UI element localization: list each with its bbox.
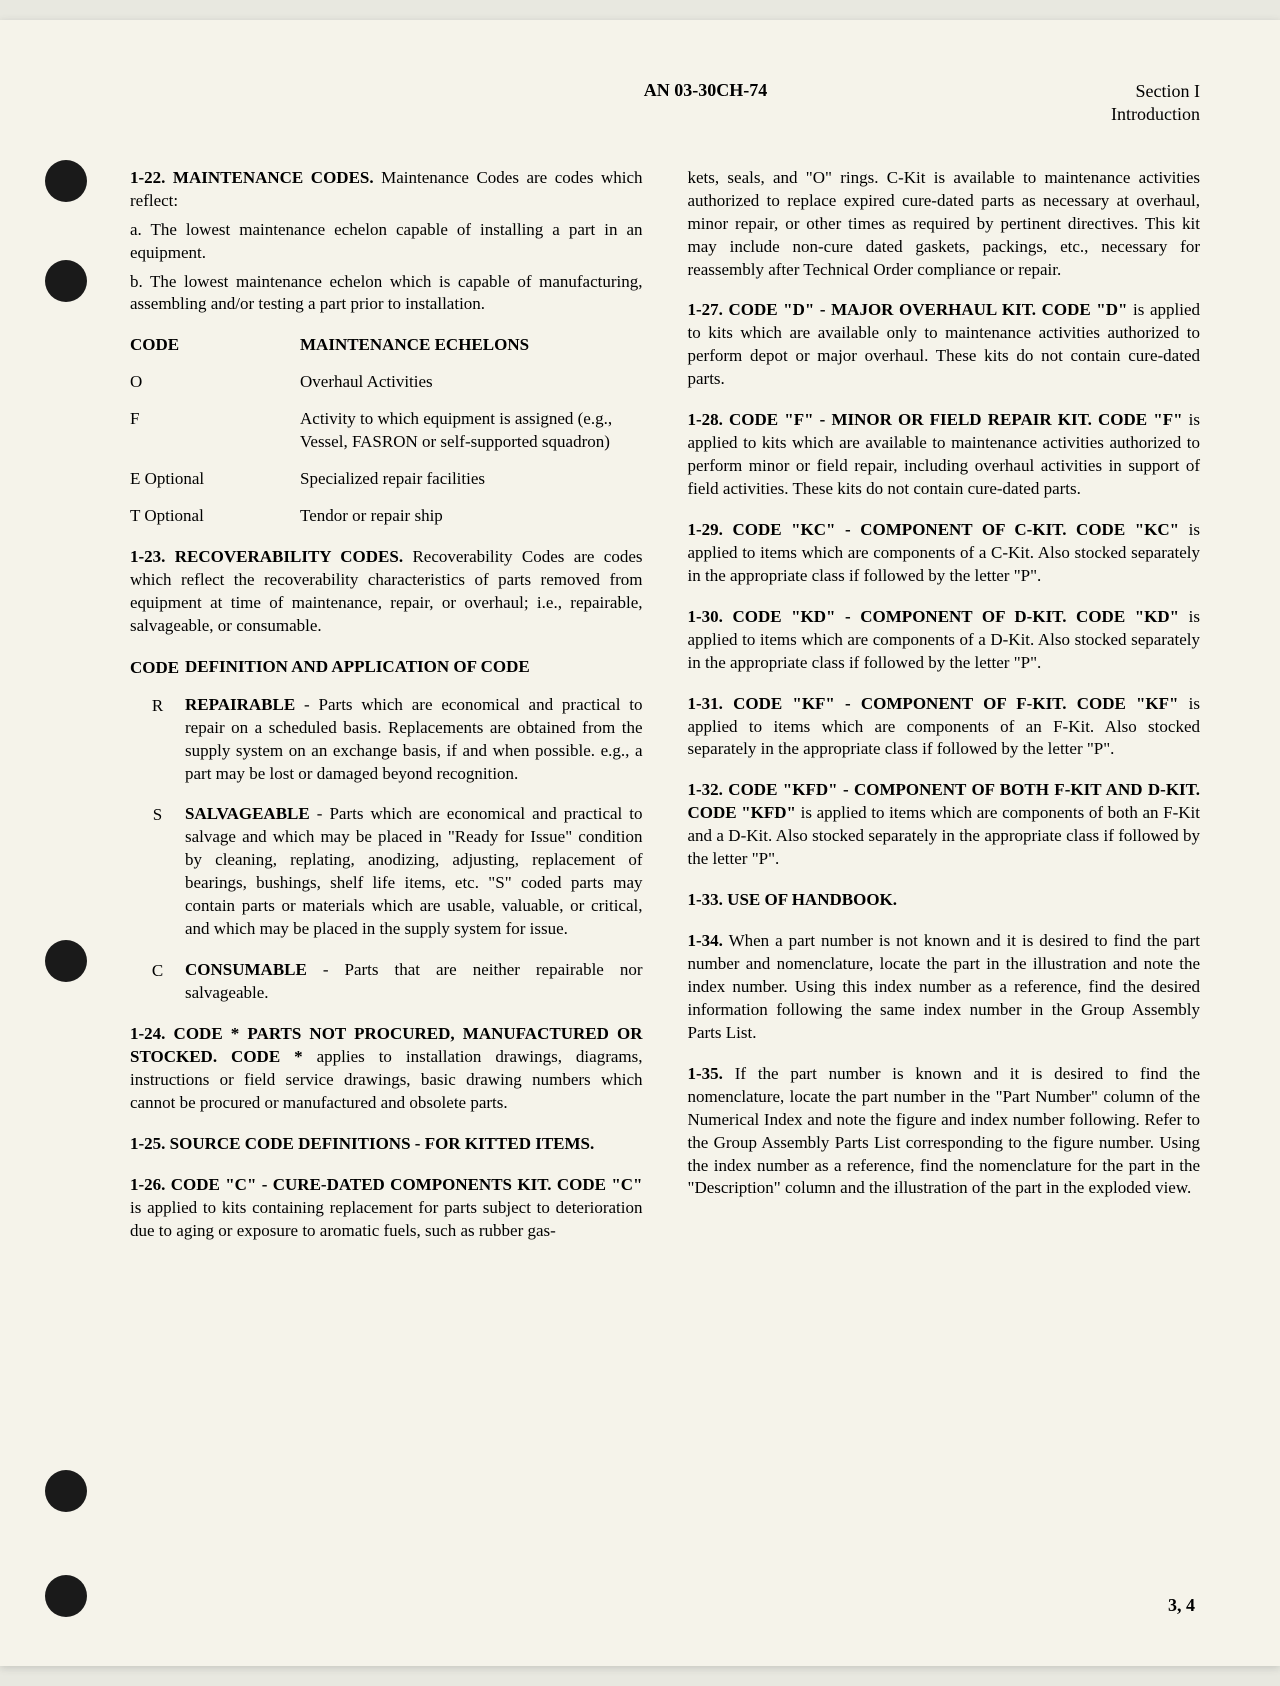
code-value: T Optional bbox=[130, 505, 300, 528]
punch-hole bbox=[45, 1575, 87, 1617]
paragraph-1-26: 1-26. CODE "C" - CURE-DATED COMPONENTS K… bbox=[130, 1174, 643, 1243]
def-term: SALVAGEABLE bbox=[185, 804, 310, 823]
paragraph-head: 1-30. CODE "KD" - COMPONENT OF D-KIT. CO… bbox=[688, 607, 1180, 626]
code-row: F Activity to which equipment is assigne… bbox=[130, 408, 643, 454]
code-value: F bbox=[130, 408, 300, 454]
paragraph-1-26-continued: kets, seals, and "O" rings. C-Kit is ava… bbox=[688, 167, 1201, 282]
paragraph-head: 1-25. SOURCE CODE DEFINITIONS - FOR KITT… bbox=[130, 1133, 643, 1156]
def-text: CONSUMABLE - Parts that are neither repa… bbox=[185, 959, 643, 1005]
paragraph-1-29: 1-29. CODE "KC" - COMPONENT OF C-KIT. CO… bbox=[688, 519, 1201, 588]
page-header: AN 03-30CH-74 Section I Introduction bbox=[130, 80, 1200, 127]
def-code: C bbox=[130, 959, 185, 1005]
punch-hole bbox=[45, 1470, 87, 1512]
section-title: Section I bbox=[1111, 80, 1200, 103]
right-column: kets, seals, and "O" rings. C-Kit is ava… bbox=[688, 167, 1201, 1243]
paragraph-1-33: 1-33. USE OF HANDBOOK. bbox=[688, 889, 1201, 912]
paragraph-1-23: 1-23. RECOVERABILITY CODES. Recoverabili… bbox=[130, 546, 643, 638]
left-column: 1-22. MAINTENANCE CODES. Maintenance Cod… bbox=[130, 167, 643, 1243]
punch-hole bbox=[45, 260, 87, 302]
code-row: E Optional Specialized repair facilities bbox=[130, 468, 643, 491]
document-page: AN 03-30CH-74 Section I Introduction 1-2… bbox=[0, 20, 1280, 1666]
code-table-header: CODE MAINTENANCE ECHELONS bbox=[130, 334, 643, 357]
paragraph-head: 1-29. CODE "KC" - COMPONENT OF C-KIT. CO… bbox=[688, 520, 1180, 539]
def-text: SALVAGEABLE - Parts which are economical… bbox=[185, 803, 643, 941]
code-desc: Specialized repair facilities bbox=[300, 468, 643, 491]
maintenance-code-table: CODE MAINTENANCE ECHELONS O Overhaul Act… bbox=[130, 334, 643, 528]
code-value: O bbox=[130, 371, 300, 394]
echelon-header: MAINTENANCE ECHELONS bbox=[300, 334, 643, 357]
paragraph-1-28: 1-28. CODE "F" - MINOR OR FIELD REPAIR K… bbox=[688, 409, 1201, 501]
def-code: R bbox=[130, 694, 185, 786]
paragraph-1-22-a: a. The lowest maintenance echelon capabl… bbox=[130, 219, 643, 265]
paragraph-head: 1-27. CODE "D" - MAJOR OVERHAUL KIT. COD… bbox=[688, 300, 1128, 319]
paragraph-1-34: 1-34. When a part number is not known an… bbox=[688, 930, 1201, 1045]
def-desc-header: DEFINITION AND APPLICATION OF CODE bbox=[185, 656, 643, 680]
punch-hole bbox=[45, 160, 87, 202]
paragraph-1-24: 1-24. CODE * PARTS NOT PROCURED, MANUFAC… bbox=[130, 1023, 643, 1115]
def-code: S bbox=[130, 803, 185, 941]
page-number: 3, 4 bbox=[1168, 1595, 1195, 1616]
paragraph-head: 1-35. bbox=[688, 1064, 723, 1083]
code-row: O Overhaul Activities bbox=[130, 371, 643, 394]
section-label: Section I Introduction bbox=[1111, 80, 1200, 127]
def-text: REPAIRABLE - Parts which are economical … bbox=[185, 694, 643, 786]
text-columns: 1-22. MAINTENANCE CODES. Maintenance Cod… bbox=[130, 167, 1200, 1243]
paragraph-head: 1-31. CODE "KF" - COMPONENT OF F-KIT. CO… bbox=[688, 694, 1179, 713]
paragraph-1-22-b: b. The lowest maintenance echelon which … bbox=[130, 271, 643, 317]
punch-hole bbox=[45, 940, 87, 982]
paragraph-head: 1-23. RECOVERABILITY CODES. bbox=[130, 547, 403, 566]
def-row: C CONSUMABLE - Parts that are neither re… bbox=[130, 959, 643, 1005]
paragraph-1-32: 1-32. CODE "KFD" - COMPONENT OF BOTH F-K… bbox=[688, 779, 1201, 871]
def-code-header: CODE bbox=[130, 656, 185, 680]
code-row: T Optional Tendor or repair ship bbox=[130, 505, 643, 528]
code-desc: Overhaul Activities bbox=[300, 371, 643, 394]
code-header: CODE bbox=[130, 334, 300, 357]
paragraph-body: When a part number is not known and it i… bbox=[688, 931, 1201, 1042]
paragraph-head: 1-26. CODE "C" - CURE-DATED COMPONENTS K… bbox=[130, 1175, 643, 1194]
paragraph-head: 1-33. USE OF HANDBOOK. bbox=[688, 890, 898, 909]
paragraph-1-27: 1-27. CODE "D" - MAJOR OVERHAUL KIT. COD… bbox=[688, 299, 1201, 391]
paragraph-1-25: 1-25. SOURCE CODE DEFINITIONS - FOR KITT… bbox=[130, 1133, 643, 1156]
paragraph-body: If the part number is known and it is de… bbox=[688, 1064, 1201, 1198]
code-desc: Tendor or repair ship bbox=[300, 505, 643, 528]
section-subtitle: Introduction bbox=[1111, 103, 1200, 126]
paragraph-1-35: 1-35. If the part number is known and it… bbox=[688, 1063, 1201, 1201]
def-desc: - Parts which are economical and practic… bbox=[185, 804, 643, 938]
paragraph-head: 1-22. MAINTENANCE CODES. bbox=[130, 168, 374, 187]
code-value: E Optional bbox=[130, 468, 300, 491]
paragraph-1-30: 1-30. CODE "KD" - COMPONENT OF D-KIT. CO… bbox=[688, 606, 1201, 675]
def-table-header: CODE DEFINITION AND APPLICATION OF CODE bbox=[130, 656, 643, 680]
code-desc: Activity to which equipment is assigned … bbox=[300, 408, 643, 454]
paragraph-head: 1-34. bbox=[688, 931, 723, 950]
paragraph-1-22: 1-22. MAINTENANCE CODES. Maintenance Cod… bbox=[130, 167, 643, 213]
document-number: AN 03-30CH-74 bbox=[300, 80, 1111, 127]
def-term: CONSUMABLE bbox=[185, 960, 307, 979]
paragraph-1-31: 1-31. CODE "KF" - COMPONENT OF F-KIT. CO… bbox=[688, 693, 1201, 762]
def-term: REPAIRABLE bbox=[185, 695, 295, 714]
def-row: R REPAIRABLE - Parts which are economica… bbox=[130, 694, 643, 786]
paragraph-head: 1-28. CODE "F" - MINOR OR FIELD REPAIR K… bbox=[688, 410, 1183, 429]
paragraph-body: is applied to kits containing replacemen… bbox=[130, 1198, 643, 1240]
def-row: S SALVAGEABLE - Parts which are economic… bbox=[130, 803, 643, 941]
